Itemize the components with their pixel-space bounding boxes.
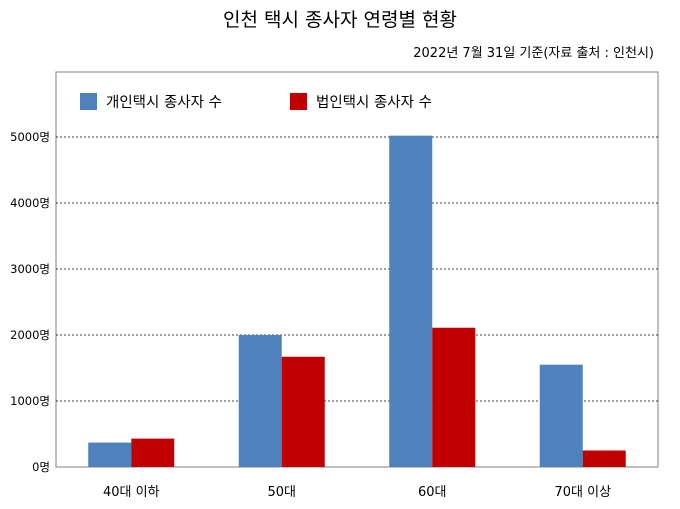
x-category-label: 50대	[267, 485, 296, 500]
y-tick-label: 0명	[32, 460, 50, 474]
y-tick-label: 4000명	[10, 196, 50, 210]
legend-label: 개인택시 종사자 수	[106, 94, 222, 111]
legend-label: 법인택시 종사자 수	[316, 94, 432, 111]
y-tick-label: 5000명	[10, 130, 50, 144]
x-category-label: 60대	[418, 485, 447, 500]
chart-subtitle: 2022년 7월 31일 기준(자료 출처 : 인천시)	[413, 46, 654, 61]
bar-individual	[389, 135, 433, 467]
chart-title: 인천 택시 종사자 연령별 현황	[223, 9, 457, 31]
plot-frame	[55, 71, 659, 468]
x-category-label: 40대 이하	[103, 485, 160, 500]
bar-individual	[238, 335, 282, 467]
plot-area: 0명 1000명 2000명 3000명 4000명 5000명 40대 이하 50대 60대 7…	[10, 71, 659, 500]
y-tick-label: 2000명	[10, 328, 50, 342]
y-tick-label: 3000명	[10, 262, 50, 276]
bar-corporate	[281, 356, 325, 467]
bar-corporate	[432, 327, 476, 467]
y-tick-label: 1000명	[10, 394, 50, 408]
legend: 개인택시 종사자 수 법인택시 종사자 수	[80, 93, 432, 111]
bar-individual	[539, 364, 583, 467]
bar-corporate	[131, 438, 175, 467]
legend-swatch	[290, 93, 307, 110]
bar-individual	[88, 442, 132, 467]
x-category-label: 70대 이상	[554, 485, 611, 500]
bar-corporate	[582, 450, 626, 467]
legend-swatch	[80, 93, 97, 110]
